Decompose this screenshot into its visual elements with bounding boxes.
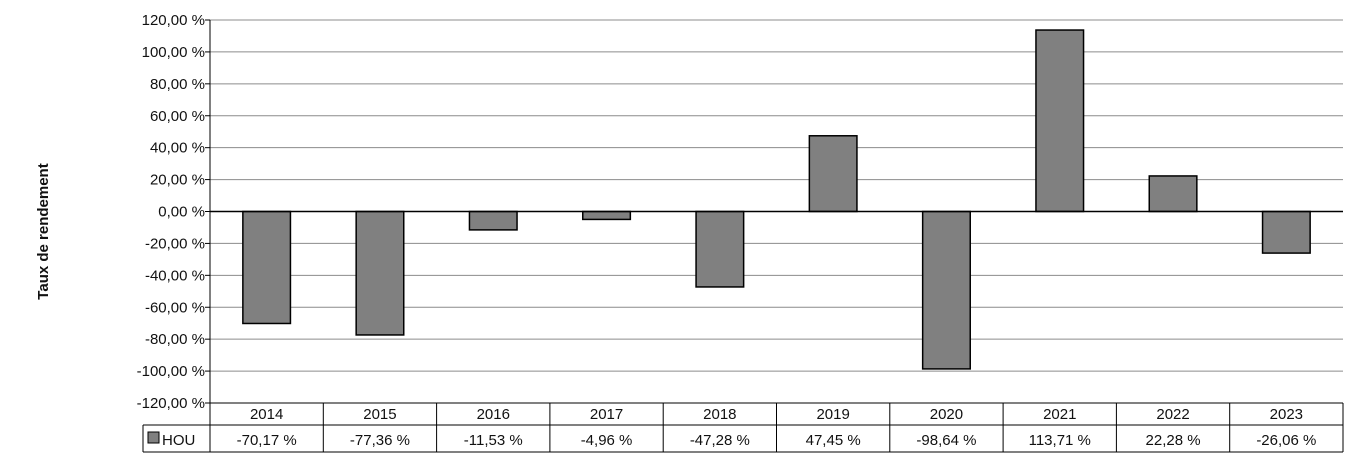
- data-table-value: 113,71 %: [1029, 432, 1091, 449]
- y-tick-label: 20,00 %: [150, 172, 205, 189]
- data-table-value: -26,06 %: [1256, 432, 1316, 449]
- x-category-label: 2015: [363, 406, 396, 423]
- y-tick-label: -80,00 %: [145, 331, 205, 348]
- bar-2016: [468, 210, 518, 231]
- y-tick-label: 100,00 %: [142, 44, 205, 61]
- y-axis-label: Taux de rendement: [35, 163, 52, 299]
- y-tick-label: -120,00 %: [137, 395, 205, 412]
- data-table-value: -70,17 %: [237, 432, 297, 449]
- data-table-value: -98,64 %: [916, 432, 976, 449]
- x-category-label: 2022: [1156, 406, 1189, 423]
- y-tick-label: 80,00 %: [150, 76, 205, 93]
- bar-2017: [582, 210, 632, 221]
- y-tick-label: -60,00 %: [145, 299, 205, 316]
- bar-2015: [355, 210, 405, 336]
- data-table-value: -11,53 %: [464, 432, 523, 449]
- legend-series-name: HOU: [162, 432, 195, 449]
- x-category-label: 2014: [250, 406, 283, 423]
- data-table-value: -77,36 %: [350, 432, 410, 449]
- legend-swatch: [147, 431, 160, 444]
- bar-2018: [695, 210, 745, 288]
- x-category-label: 2016: [477, 406, 510, 423]
- x-category-label: 2018: [703, 406, 736, 423]
- x-category-label: 2019: [816, 406, 849, 423]
- data-table-value: -4,96 %: [581, 432, 633, 449]
- data-table: 2014 -70,17 % 2015 -77,36 % 2016 -11,53 % 2017…: [142, 402, 1344, 453]
- y-tick-label: 120,00 %: [142, 12, 205, 29]
- bar-2023: [1261, 210, 1311, 254]
- y-axis-tick-labels: -120,00 % -100,00 % -80,00 % -60,00 % -40,00…: [137, 12, 205, 412]
- y-tick-label: -20,00 %: [145, 235, 205, 252]
- data-table-value: 22,28 %: [1146, 432, 1201, 449]
- x-category-label: 2017: [590, 406, 623, 423]
- bars: [242, 29, 1311, 370]
- data-table-value: 47,45 %: [806, 432, 861, 449]
- bar-2021: [1035, 29, 1085, 213]
- bar-2014: [242, 210, 292, 325]
- x-category-label: 2023: [1270, 406, 1303, 423]
- axes: [205, 19, 1343, 452]
- y-tick-label: -40,00 %: [145, 267, 205, 284]
- y-tick-label: 0,00 %: [158, 204, 205, 221]
- x-category-label: 2020: [930, 406, 963, 423]
- bar-2019: [808, 135, 858, 213]
- x-category-label: 2021: [1043, 406, 1076, 423]
- y-tick-label: 60,00 %: [150, 108, 205, 125]
- bar-2020: [921, 210, 971, 370]
- data-table-value: -47,28 %: [690, 432, 750, 449]
- y-tick-label: 40,00 %: [150, 140, 205, 157]
- y-tick-label: -100,00 %: [137, 363, 205, 380]
- bar-2022: [1148, 175, 1198, 213]
